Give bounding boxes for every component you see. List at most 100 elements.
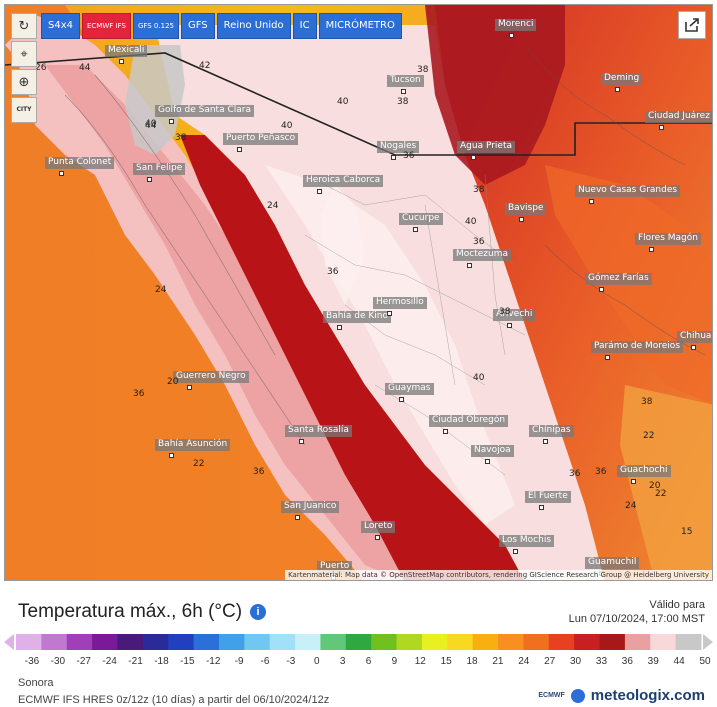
- temperature-label: 36: [133, 389, 145, 399]
- scale-tick-label: 50: [699, 656, 711, 667]
- scale-cell: [548, 634, 575, 650]
- map-attribution: Kartenmaterial: Map data © OpenStreetMap…: [285, 570, 712, 580]
- scale-tick-label: 3: [339, 656, 346, 667]
- city-label: Guaymas: [385, 383, 434, 395]
- model-button-ecmwf-ifs[interactable]: ECMWF IFS: [82, 13, 131, 39]
- city-label: Guachochi: [617, 465, 671, 477]
- city-marker: [691, 345, 696, 350]
- scale-cell: [472, 634, 499, 650]
- temperature-label: 40: [281, 121, 293, 131]
- globe-icon: [570, 688, 585, 703]
- temperature-label: 40: [465, 217, 477, 227]
- brand-name: meteologix.com: [590, 687, 705, 704]
- region-label: Sonora: [18, 677, 54, 689]
- city-label: Hermosillo: [373, 297, 427, 309]
- city-marker: [119, 59, 124, 64]
- model-button-micrometro[interactable]: MICRÓMETRO: [318, 13, 402, 39]
- city-marker: [589, 199, 594, 204]
- temperature-label: 36: [403, 151, 415, 161]
- scale-cell: [421, 634, 448, 650]
- city-marker: [237, 147, 242, 152]
- temperature-label: 40: [145, 119, 157, 129]
- city-marker: [295, 515, 300, 520]
- info-icon[interactable]: i: [250, 604, 267, 620]
- city-marker: [509, 33, 514, 38]
- city-marker: [317, 189, 322, 194]
- scale-tick-label: 6: [365, 656, 372, 667]
- city-label: Nuevo Casas Grandes: [575, 185, 681, 197]
- city-marker: [471, 155, 476, 160]
- scale-cell: [371, 634, 398, 650]
- zoom-icon[interactable]: ⊕: [11, 69, 37, 95]
- temperature-label: 38: [397, 97, 409, 107]
- scale-tick-label: -3: [286, 656, 296, 667]
- city-label: Chihua: [677, 331, 712, 343]
- city-marker: [507, 323, 512, 328]
- model-button-s4x4[interactable]: S4x4: [41, 13, 80, 39]
- city-marker: [59, 171, 64, 176]
- model-button-gfs[interactable]: GFS: [180, 13, 215, 39]
- scale-cell: [599, 634, 626, 650]
- temperature-label: 42: [199, 61, 211, 71]
- model-button-reino-unido[interactable]: Reino Unido: [216, 13, 291, 39]
- scale-arrow-right: [703, 634, 713, 650]
- temperature-label: 38: [473, 185, 485, 195]
- city-marker: [169, 119, 174, 124]
- scale-tick-label: -9: [234, 656, 244, 667]
- city-label: Parámo de Moreios: [591, 341, 684, 353]
- scale-cell: [624, 634, 651, 650]
- brand[interactable]: ECMWF meteologix.com: [538, 687, 705, 704]
- scale-tick-label: 36: [621, 656, 633, 667]
- temperature-label: 22: [655, 489, 667, 499]
- city-label: Flores Magón: [635, 233, 701, 245]
- city-label: Arivechi: [493, 309, 536, 321]
- refresh-icon[interactable]: ↻: [11, 13, 37, 39]
- color-scale: [4, 634, 713, 650]
- scale-cell: [168, 634, 195, 650]
- city-marker: [485, 459, 490, 464]
- share-icon[interactable]: [678, 11, 706, 39]
- temperature-label: 26: [35, 63, 47, 73]
- scale-cell: [193, 634, 220, 650]
- scale-cell: [650, 634, 677, 650]
- city-marker: [513, 549, 518, 554]
- temperature-label: 38: [499, 307, 511, 317]
- city-marker: [147, 177, 152, 182]
- valid-time: Válido para Lun 07/10/2024, 17:00 MST: [568, 599, 705, 626]
- scale-tick-label: 12: [414, 656, 426, 667]
- legend-title: Temperatura máx., 6h (°C) i: [18, 601, 267, 623]
- scale-cell: [320, 634, 347, 650]
- city-marker: [659, 125, 664, 130]
- city-marker: [387, 311, 392, 316]
- scale-tick-label: 21: [492, 656, 504, 667]
- model-run-label: ECMWF IFS HRES 0z/12z (10 días) a partir…: [18, 694, 330, 706]
- city-label: Cucurpe: [399, 213, 443, 225]
- location-pin-icon[interactable]: ⌖: [11, 41, 37, 67]
- scale-cell: [447, 634, 474, 650]
- scale-cell: [523, 634, 550, 650]
- city-label: Ciudad Juárez: [645, 111, 712, 123]
- city-toggle-button[interactable]: CITY: [11, 97, 37, 123]
- city-marker: [375, 535, 380, 540]
- weather-map[interactable]: S4x4 ECMWF IFS GFS 0.125 GFS Reino Unido…: [4, 4, 713, 581]
- scale-tick-label: 9: [391, 656, 398, 667]
- scale-tick-label: 33: [595, 656, 608, 667]
- temperature-label: 20: [649, 481, 661, 491]
- scale-cell: [269, 634, 296, 650]
- model-button-ic[interactable]: IC: [292, 13, 317, 39]
- city-label: Guerrero Negro: [173, 371, 249, 383]
- city-label: Bahía Asunción: [155, 439, 231, 451]
- scale-tick-label: 18: [466, 656, 478, 667]
- scale-cell: [498, 634, 524, 650]
- scale-tick-label: -30: [50, 656, 66, 667]
- temperature-label: 15: [681, 527, 693, 537]
- scale-cell: [574, 634, 601, 650]
- temperature-label: 36: [327, 267, 339, 277]
- city-marker: [467, 263, 472, 268]
- scale-tick-label: -36: [24, 656, 40, 667]
- map-side-controls: ↻ ⌖ ⊕ CITY: [11, 13, 37, 123]
- city-marker: [519, 217, 524, 222]
- model-button-gfs-0125[interactable]: GFS 0.125: [132, 13, 179, 39]
- city-label: Los Mochis: [499, 535, 555, 547]
- city-marker: [169, 453, 174, 458]
